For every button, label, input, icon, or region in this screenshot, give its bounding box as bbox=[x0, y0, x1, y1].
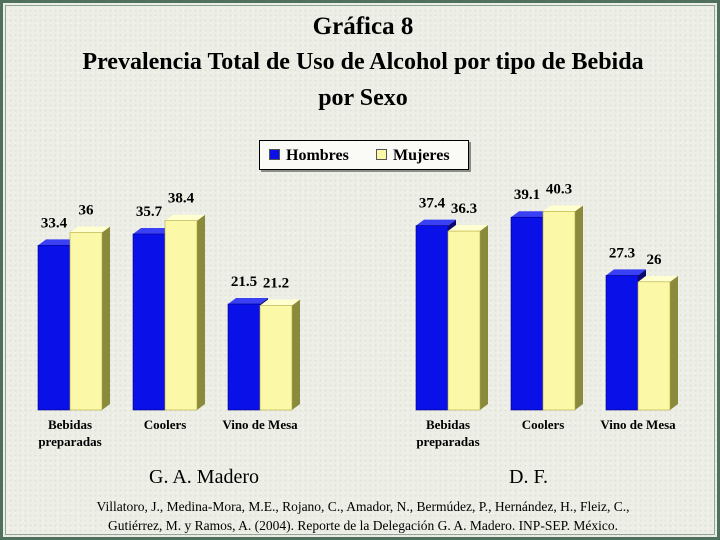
bar-g0-c0-s1 bbox=[69, 232, 103, 411]
bar-top-g1-c2-s0 bbox=[606, 269, 646, 276]
chart-title-line-3: por Sexo bbox=[318, 85, 408, 111]
chart-legend: Hombres Mujeres bbox=[259, 140, 469, 170]
bar-g1-c0-s1 bbox=[447, 230, 481, 411]
source-citation-line-2: Gutiérrez, M. y Ramos, A. (2004). Report… bbox=[108, 518, 618, 533]
bar-side-g0-c2-s1 bbox=[292, 299, 300, 410]
category-label-g1-c2-l0: Vino de Mesa bbox=[600, 417, 676, 432]
bar-side-g0-c0-s1 bbox=[102, 226, 110, 410]
data-label-g0-c2-s0: 21.5 bbox=[231, 274, 257, 290]
data-label-g0-c0-s0: 33.4 bbox=[41, 215, 68, 231]
data-label-g1-c1-s0: 39.1 bbox=[514, 187, 540, 203]
bar-side-g1-c2-s1 bbox=[670, 275, 678, 410]
bar-side-g1-c0-s1 bbox=[480, 225, 488, 410]
data-label-g0-c2-s1: 21.2 bbox=[263, 275, 289, 291]
bar-top-g1-c1-s1 bbox=[543, 205, 583, 212]
data-label-g0-c1-s1: 38.4 bbox=[168, 191, 195, 207]
bar-g0-c2-s1 bbox=[259, 305, 293, 411]
category-label-g0-c2-l0: Vino de Mesa bbox=[222, 417, 298, 432]
bar-top-g0-c1-s1 bbox=[165, 214, 205, 221]
data-label-g0-c1-s0: 35.7 bbox=[136, 204, 163, 220]
legend-label-hombres: Hombres bbox=[286, 147, 349, 164]
source-citation-line-1: Villatoro, J., Medina-Mora, M.E., Rojano… bbox=[96, 499, 630, 514]
group-label-df: D. F. bbox=[509, 466, 548, 488]
bar-g0-c1-s1 bbox=[164, 220, 198, 411]
bar-g1-c1-s1 bbox=[542, 211, 576, 411]
bar-g1-c2-s1 bbox=[637, 281, 671, 411]
bar-g0-c1-s0 bbox=[132, 233, 166, 411]
data-label-g1-c2-s0: 27.3 bbox=[609, 245, 635, 261]
data-label-g1-c0-s0: 37.4 bbox=[419, 196, 446, 212]
legend-swatch-hombres bbox=[269, 149, 280, 160]
bar-top-g1-c0-s0 bbox=[416, 219, 456, 226]
data-label-g1-c0-s1: 36.3 bbox=[451, 201, 477, 217]
bar-top-g1-c1-s0 bbox=[511, 211, 551, 218]
chart-title-line-1: Gráfica 8 bbox=[312, 13, 414, 40]
category-label-g0-c0-l0: Bebidas bbox=[48, 417, 92, 432]
chart-title-line-2: Prevalencia Total de Uso de Alcohol por … bbox=[82, 49, 644, 75]
data-label-g1-c1-s1: 40.3 bbox=[546, 181, 572, 197]
bar-side-g1-c1-s1 bbox=[575, 205, 583, 410]
bar-top-g0-c2-s1 bbox=[260, 299, 300, 306]
category-label-g0-c0-l1: preparadas bbox=[38, 434, 101, 449]
bar-g1-c2-s0 bbox=[605, 275, 639, 411]
bar-g1-c1-s0 bbox=[510, 216, 544, 411]
bar-top-g0-c1-s0 bbox=[133, 227, 173, 234]
bar-g0-c0-s0 bbox=[37, 245, 71, 411]
bar-top-g0-c0-s1 bbox=[70, 226, 110, 233]
legend-label-mujeres: Mujeres bbox=[393, 147, 450, 164]
category-label-g1-c1-l0: Coolers bbox=[522, 417, 565, 432]
category-label-g0-c1-l0: Coolers bbox=[144, 417, 187, 432]
bar-top-g1-c0-s1 bbox=[448, 225, 488, 232]
category-label-g1-c0-l1: preparadas bbox=[416, 434, 479, 449]
bar-chart: 33.4 36 Bebidas preparadas 35.7 38.4 Coolers 21… bbox=[37, 181, 678, 449]
category-label-g1-c0-l0: Bebidas bbox=[426, 417, 470, 432]
legend-swatch-mujeres bbox=[376, 149, 387, 160]
group-label-ga-madero: G. A. Madero bbox=[149, 466, 259, 488]
bar-side-g0-c1-s1 bbox=[197, 214, 205, 410]
bar-top-g0-c2-s0 bbox=[228, 298, 268, 305]
bar-top-g0-c0-s0 bbox=[38, 239, 78, 246]
bar-g0-c2-s0 bbox=[227, 303, 261, 411]
data-label-g1-c2-s1: 26 bbox=[647, 252, 663, 268]
bar-g1-c0-s0 bbox=[415, 225, 449, 411]
bar-top-g1-c2-s1 bbox=[638, 275, 678, 282]
data-label-g0-c0-s1: 36 bbox=[79, 203, 95, 219]
